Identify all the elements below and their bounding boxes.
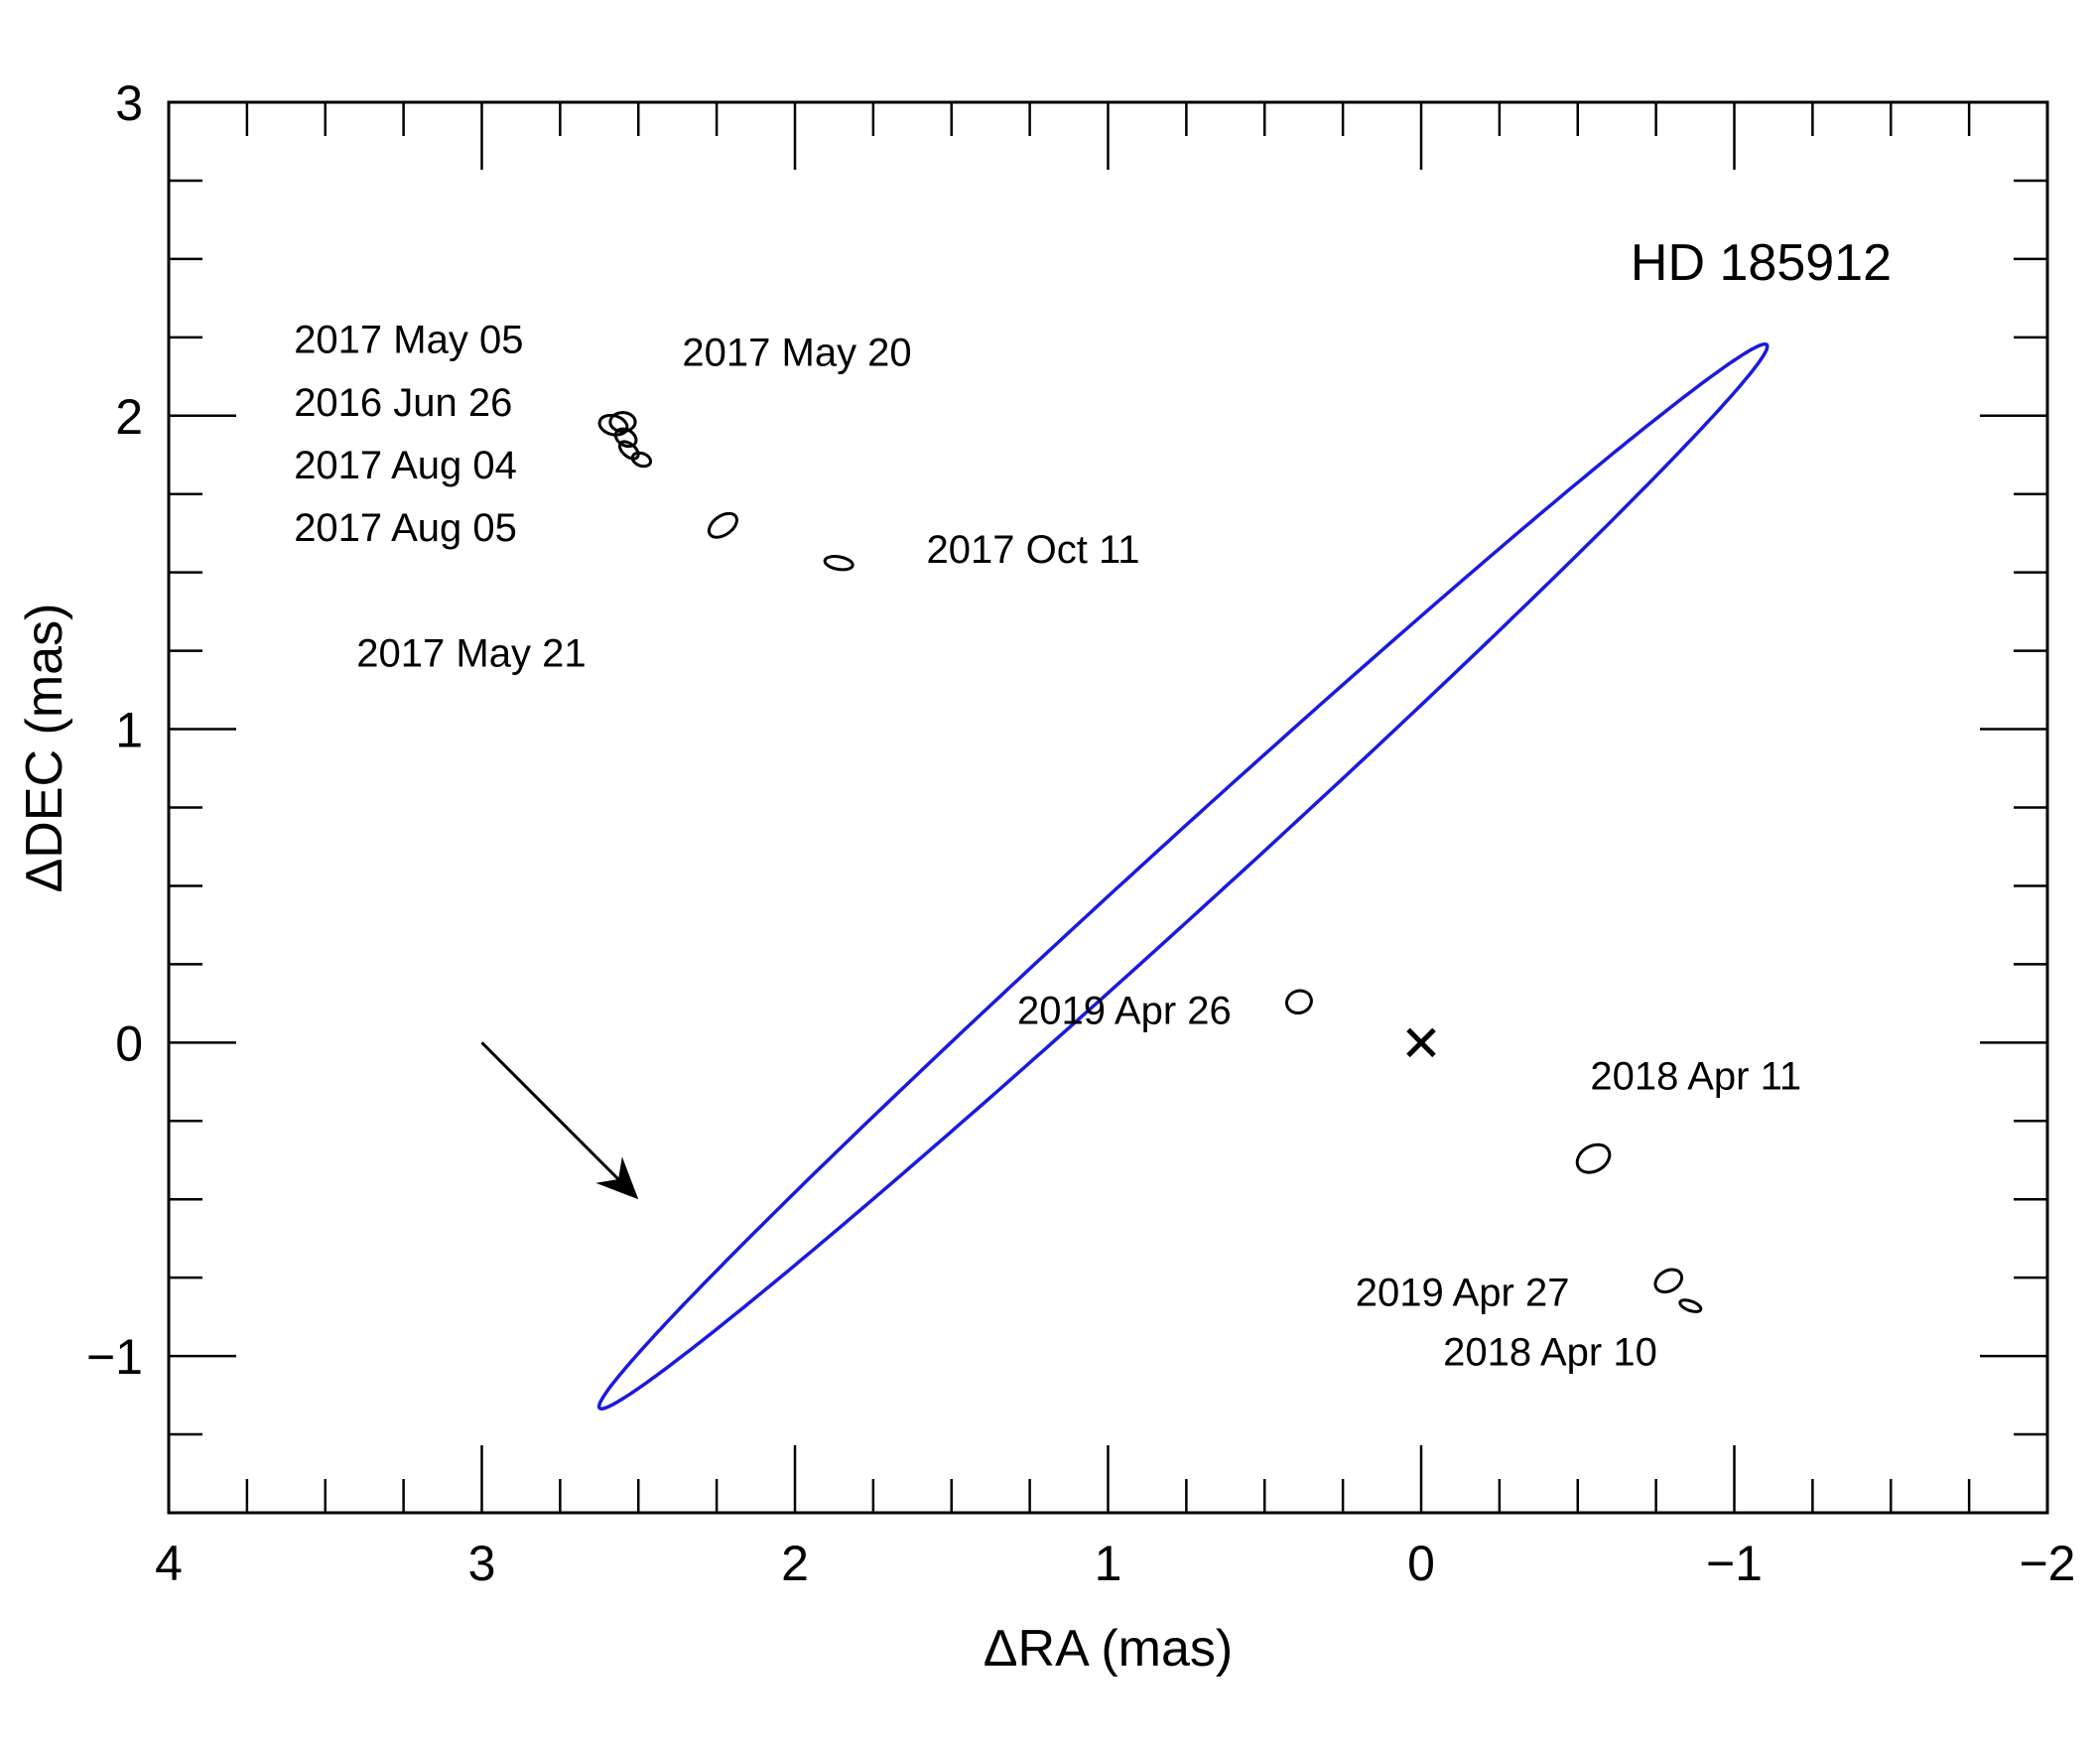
y-tick-label: 3 [115, 75, 143, 131]
primary-star-marker [1406, 1027, 1436, 1058]
epoch-label: 2019 Apr 27 [1356, 1272, 1570, 1315]
epoch-point [617, 440, 640, 461]
motion-direction-arrow [480, 1041, 639, 1200]
epoch-label: 2017 May 05 [294, 319, 523, 362]
y-axis-title: ΔDEC (mas) [16, 604, 73, 893]
tick-labels: 4 3 2 1 0 −1 −2 −1 0 1 2 3 [86, 75, 2076, 1591]
arrow-head [595, 1156, 639, 1200]
epoch-point [613, 427, 638, 449]
epoch-point [1575, 1143, 1612, 1174]
y-tick-label: −1 [86, 1329, 143, 1385]
epoch-point [630, 451, 653, 469]
tick-marks [167, 100, 2049, 1515]
epoch-point [1653, 1268, 1684, 1294]
epoch-label: 2017 Aug 05 [294, 506, 517, 550]
epoch-point [823, 555, 854, 572]
x-tick-label: 1 [1095, 1536, 1122, 1591]
arrow-shaft [480, 1041, 632, 1193]
epoch-label: 2016 Jun 26 [294, 381, 512, 425]
x-tick-label: 0 [1407, 1536, 1435, 1591]
epoch-label: 2017 May 20 [682, 331, 911, 374]
orbit-ellipse [596, 341, 1770, 1411]
epoch-label: 2017 Oct 11 [927, 528, 1140, 572]
epoch-point [707, 511, 738, 539]
primary-cross-stroke [1406, 1027, 1436, 1058]
chart-title: HD 185912 [1631, 234, 1892, 292]
epoch-point [1678, 1298, 1703, 1313]
y-tick-label: 0 [115, 1015, 143, 1071]
x-axis-title: ΔRA (mas) [984, 1620, 1233, 1678]
x-tick-label: −2 [2019, 1536, 2075, 1591]
epoch-label: 2018 Apr 11 [1590, 1055, 1801, 1099]
epoch-point [608, 411, 637, 434]
y-tick-label: 2 [115, 389, 143, 445]
epoch-label: 2017 May 21 [356, 631, 586, 675]
epoch-labels: 2017 May 05 2016 Jun 26 2017 Aug 04 2017 Au… [294, 319, 1801, 1375]
x-tick-label: 2 [781, 1536, 809, 1591]
x-tick-label: −1 [1706, 1536, 1763, 1591]
x-tick-label: 4 [155, 1536, 183, 1591]
epoch-label: 2019 Apr 26 [1017, 989, 1232, 1032]
y-tick-label: 1 [115, 703, 143, 758]
epoch-point [1285, 989, 1313, 1015]
epoch-label: 2017 Aug 04 [294, 444, 517, 487]
epoch-label: 2018 Apr 10 [1443, 1331, 1657, 1375]
plot-frame [167, 100, 2049, 1515]
x-tick-label: 3 [468, 1536, 496, 1591]
epoch-markers [597, 411, 1703, 1313]
